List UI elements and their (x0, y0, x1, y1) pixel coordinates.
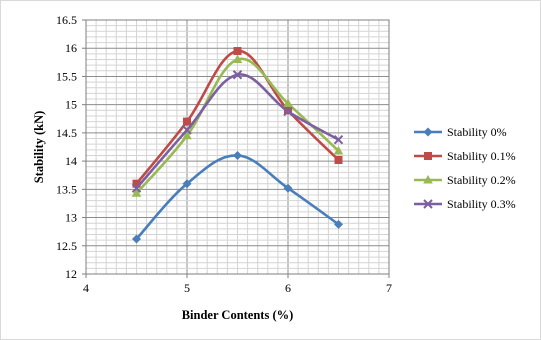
y-tick-label: 16 (65, 41, 77, 55)
y-tick-label: 14.5 (56, 126, 77, 140)
legend-label: Stability 0.3% (447, 197, 516, 211)
data-point (233, 47, 242, 56)
data-point (283, 98, 293, 108)
legend-item: Stability 0.1% (414, 149, 516, 163)
data-point (232, 54, 243, 64)
data-point (132, 234, 141, 244)
series-0 (132, 150, 343, 244)
data-point (233, 150, 242, 160)
legend-item: Stability 0% (414, 125, 507, 139)
series-2 (131, 54, 344, 197)
data-series (131, 47, 344, 244)
data-point (334, 155, 343, 164)
data-point (182, 179, 192, 189)
legend-marker (423, 127, 433, 137)
data-point (333, 134, 344, 145)
plot-area (85, 19, 390, 275)
data-point (283, 183, 293, 193)
x-tick-label: 7 (386, 281, 392, 295)
data-point (182, 125, 192, 135)
y-tick-label: 12 (65, 267, 77, 281)
legend-marker (423, 199, 433, 209)
y-axis-title: Stability (kN) (32, 111, 46, 184)
data-point (283, 106, 293, 117)
y-tick-label: 16.5 (56, 13, 77, 27)
legend-label: Stability 0.1% (447, 149, 516, 163)
grid-lines (86, 20, 389, 274)
legend-label: Stability 0% (447, 125, 507, 139)
x-tick-label: 6 (285, 281, 291, 295)
legend-marker (423, 175, 433, 184)
data-point (132, 179, 141, 188)
series-3 (131, 70, 344, 193)
y-tick-label: 15 (65, 98, 77, 112)
y-axis-ticks: 12 12.5 13 13.5 14 14.5 15 15.5 16 16.5 (56, 13, 86, 281)
x-tick-label: 4 (83, 281, 89, 295)
legend-marker (424, 152, 432, 160)
legend-label: Stability 0.2% (447, 173, 516, 187)
y-tick-label: 12.5 (56, 239, 77, 253)
x-axis-ticks: 4 5 6 7 (83, 274, 392, 295)
data-point (232, 70, 243, 80)
data-point (334, 219, 343, 229)
x-axis-title: Binder Contents (%) (182, 308, 294, 322)
data-point (131, 183, 142, 193)
legend-item: Stability 0.3% (414, 197, 516, 211)
data-point (182, 130, 192, 140)
data-point (183, 117, 191, 126)
data-point (333, 145, 344, 155)
x-tick-label: 5 (184, 281, 190, 295)
y-tick-label: 15.5 (56, 69, 77, 83)
data-point (131, 188, 142, 197)
legend: Stability 0% Stability 0.1% Stability 0.2%… (414, 125, 516, 211)
legend-item: Stability 0.2% (414, 173, 516, 187)
y-tick-label: 13 (65, 211, 77, 225)
y-tick-label: 14 (65, 154, 77, 168)
y-tick-label: 13.5 (56, 182, 77, 196)
